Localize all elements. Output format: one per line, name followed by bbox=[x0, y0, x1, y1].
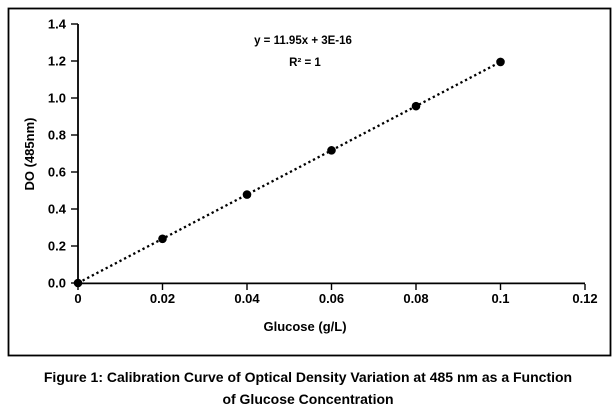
trendline bbox=[77, 60, 502, 285]
x-axis-tick-label: 0.08 bbox=[403, 291, 428, 306]
x-axis-tick-label: 0.06 bbox=[319, 291, 344, 306]
figure-caption-line-2: of Glucose Concentration bbox=[222, 391, 394, 407]
y-axis-tick-label: 1.4 bbox=[48, 17, 67, 32]
y-axis-tick-label: 0.6 bbox=[48, 165, 66, 180]
x-axis-title: Glucose (g/L) bbox=[263, 319, 346, 334]
y-axis-tick-label: 0.4 bbox=[48, 202, 67, 217]
data-point-marker bbox=[242, 190, 252, 199]
y-axis-tick-label: 0.0 bbox=[48, 276, 66, 291]
trendline-equation-label: y = 11.95x + 3E-16 bbox=[254, 35, 352, 47]
x-axis-tick-label: 0.04 bbox=[234, 291, 260, 306]
y-axis-tick-label: 0.2 bbox=[48, 239, 66, 254]
plot-dynamic-layer: 0 0.02 0.04 0.06 0.08 0.1 0.12 0.0 0.2 0.4 0.6 0.8 1… bbox=[48, 17, 598, 307]
x-axis-tick-label: 0.1 bbox=[491, 291, 509, 306]
y-axis-title: DO (485nm) bbox=[22, 118, 37, 191]
figure-caption-line-1: Figure 1: Calibration Curve of Optical D… bbox=[43, 369, 573, 385]
data-point-marker bbox=[73, 278, 83, 288]
x-axis-tick-label: 0 bbox=[74, 291, 81, 306]
y-axis-tick-label: 1.0 bbox=[48, 91, 66, 106]
y-axis-tick-label: 0.8 bbox=[48, 128, 66, 143]
x-axis-tick-label: 0.02 bbox=[150, 291, 175, 306]
y-axis-tick-label: 1.2 bbox=[48, 54, 66, 69]
x-axis-tick-label: 0.12 bbox=[572, 291, 597, 306]
data-point-marker bbox=[411, 101, 421, 111]
data-point-marker bbox=[158, 234, 167, 244]
r-squared-label: R² = 1 bbox=[289, 57, 321, 69]
data-point-marker bbox=[496, 57, 505, 67]
figure-caption: Figure 1: Calibration Curve of Optical D… bbox=[0, 366, 616, 410]
data-point-marker bbox=[327, 146, 336, 155]
chart-border bbox=[7, 7, 612, 357]
